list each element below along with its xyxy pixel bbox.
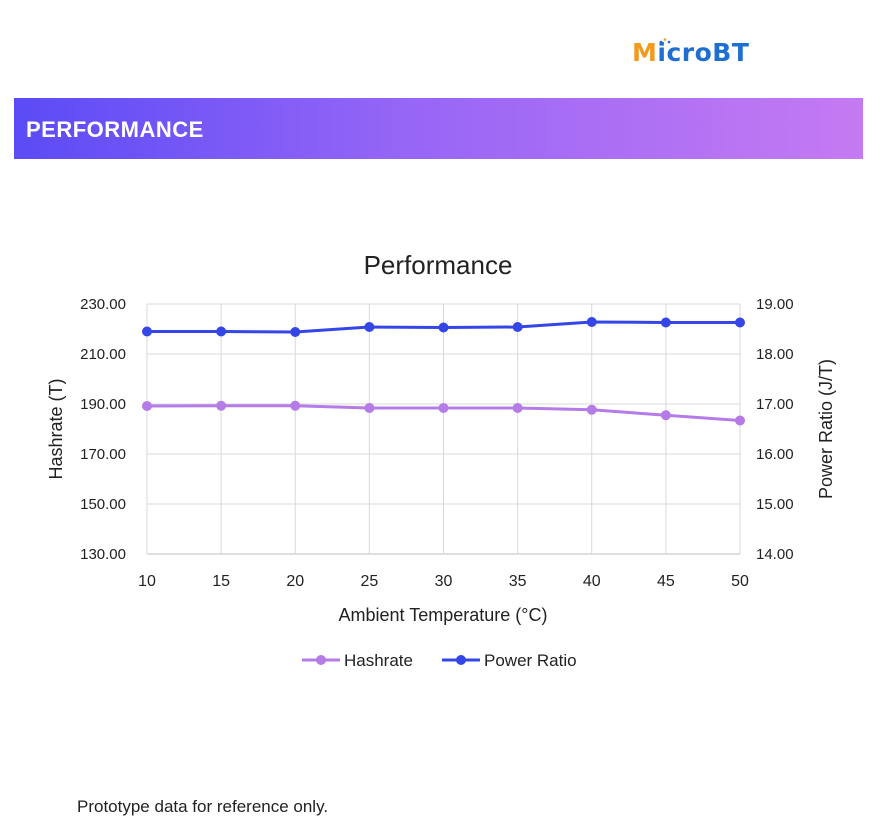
x-tick-label: 30 — [435, 573, 453, 590]
y2-axis-label: Power Ratio (J/T) — [816, 359, 836, 499]
y2-tick-label: 15.00 — [756, 496, 794, 513]
y-tick-label: 130.00 — [80, 546, 126, 563]
chart-legend: Hashrate Power Ratio — [302, 651, 577, 670]
legend-marker-hashrate — [316, 655, 326, 665]
data-point-hashrate — [438, 403, 449, 413]
data-point-power-ratio — [512, 322, 523, 332]
legend-marker-power-ratio — [456, 655, 466, 665]
data-point-power-ratio — [438, 322, 449, 333]
x-tick-label: 15 — [212, 573, 230, 590]
y2-tick-label: 19.00 — [756, 296, 794, 313]
banner-title: PERFORMANCE — [26, 117, 204, 142]
y-axis-ticks: 130.00 150.00 170.00 190.00 210.00 230.00 — [80, 296, 126, 563]
footnote: Prototype data for reference only. — [77, 797, 329, 816]
x-tick-label: 40 — [583, 573, 601, 590]
y2-tick-label: 14.00 — [756, 546, 794, 563]
y-tick-label: 230.00 — [80, 296, 126, 313]
data-point-power-ratio — [290, 327, 301, 337]
data-point-power-ratio — [586, 317, 597, 327]
x-axis-ticks: 10 15 20 25 30 35 40 45 50 — [138, 573, 749, 590]
legend-label: Hashrate — [344, 651, 413, 670]
data-point-hashrate — [216, 400, 227, 411]
brand-logo: MicroBT — [632, 38, 749, 67]
logo-wordmark: icroBT — [657, 38, 750, 67]
y2-tick-label: 18.00 — [756, 346, 794, 363]
data-point-hashrate — [586, 404, 597, 415]
y-tick-label: 190.00 — [80, 396, 126, 413]
data-point-hashrate — [735, 415, 745, 426]
data-point-power-ratio — [142, 326, 152, 337]
x-tick-label: 20 — [286, 573, 304, 590]
x-tick-label: 45 — [657, 573, 675, 590]
data-point-hashrate — [364, 403, 375, 413]
y-tick-label: 210.00 — [80, 346, 126, 363]
section-banner: PERFORMANCE — [14, 98, 863, 159]
x-axis-label: Ambient Temperature (°C) — [339, 605, 548, 625]
data-point-hashrate — [660, 410, 671, 421]
x-tick-label: 10 — [138, 573, 156, 590]
y-axis-label: Hashrate (T) — [46, 378, 66, 479]
chart-title: Performance — [364, 250, 513, 280]
data-point-power-ratio — [216, 326, 227, 337]
data-point-power-ratio — [364, 322, 375, 332]
data-point-hashrate — [290, 400, 301, 411]
x-tick-label: 35 — [509, 573, 527, 590]
y-tick-label: 150.00 — [80, 496, 126, 513]
legend-label: Power Ratio — [484, 651, 577, 670]
x-tick-label: 25 — [360, 573, 378, 590]
data-point-power-ratio — [660, 317, 671, 328]
y2-axis-ticks: 14.00 15.00 16.00 17.00 18.00 19.00 — [756, 296, 794, 563]
logo-letter-m: M — [632, 38, 658, 67]
data-point-hashrate — [142, 401, 152, 411]
chart-series — [142, 317, 745, 426]
logo-dots-icon — [659, 38, 671, 44]
x-tick-label: 50 — [731, 573, 749, 590]
y2-tick-label: 17.00 — [756, 396, 794, 413]
data-point-hashrate — [512, 403, 523, 413]
y-tick-label: 170.00 — [80, 446, 126, 463]
chart-grid — [146, 303, 741, 555]
y2-tick-label: 16.00 — [756, 446, 794, 463]
data-point-power-ratio — [735, 317, 745, 328]
